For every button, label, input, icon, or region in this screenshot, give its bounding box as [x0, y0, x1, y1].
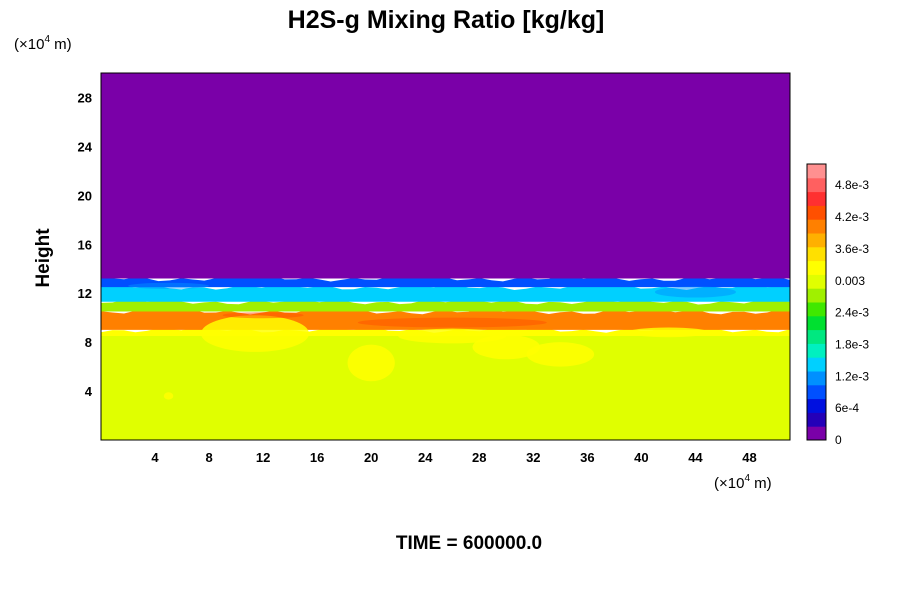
- x-axis-ticks: 4 8 12 16 20 24 28 32 36 40 44 48: [151, 450, 756, 465]
- heatmap-layer-3: [101, 298, 790, 312]
- heatmap-layer-4: [101, 284, 790, 302]
- heatmap-streak-0: [357, 317, 547, 328]
- colorbar-swatch: [807, 343, 826, 358]
- heatmap-patch-1: [347, 344, 395, 382]
- y-tick-label: 12: [78, 286, 92, 301]
- x-tick-label: 36: [580, 450, 594, 465]
- colorbar-tick-label: 0: [835, 433, 842, 447]
- colorbar-tick-label: 1.2e-3: [835, 369, 869, 383]
- heatmap-streak-3: [128, 282, 210, 289]
- y-tick-label: 24: [78, 139, 93, 154]
- heatmap-layer-0: [101, 336, 790, 440]
- colorbar-swatch: [807, 164, 826, 179]
- colorbar-swatch: [807, 288, 826, 303]
- colorbar-swatch: [807, 426, 826, 441]
- colorbar-swatch: [807, 246, 826, 262]
- colorbar-swatch: [807, 205, 826, 220]
- chart-title: H2S-g Mixing Ratio [kg/kg]: [288, 6, 605, 34]
- heatmap-layer-6: [101, 73, 790, 279]
- time-label: TIME = 600000.0: [396, 533, 542, 554]
- colorbar-tick-label: 6e-4: [835, 401, 859, 415]
- x-tick-label: 44: [688, 450, 703, 465]
- heatmap-streak-1: [222, 312, 304, 319]
- x-tick-label: 28: [472, 450, 486, 465]
- colorbar-swatch: [807, 233, 826, 248]
- colorbar-swatch: [807, 412, 826, 427]
- y-tick-label: 28: [78, 90, 92, 105]
- colorbar-swatch: [807, 329, 826, 344]
- y-tick-label: 20: [78, 188, 92, 203]
- y-tick-label: 4: [85, 384, 93, 399]
- colorbar-tick-label: 3.6e-3: [835, 242, 869, 256]
- colorbar-swatch: [807, 191, 826, 206]
- x-tick-label: 8: [205, 450, 212, 465]
- colorbar-tick-label: 0.003: [835, 274, 865, 288]
- heatmap-streak-2: [654, 286, 736, 298]
- y-axis-label: Height: [33, 228, 54, 288]
- x-tick-label: 4: [151, 450, 159, 465]
- colorbar-tick-label: 4.2e-3: [835, 210, 869, 224]
- colorbar: 0 6e-4 1.2e-3 1.8e-3 2.4e-3 0.003 3.6e-3 4.2e-3…: [806, 163, 869, 447]
- colorbar-swatch: [807, 371, 826, 386]
- x-axis-unit: (×104 m): [714, 473, 772, 492]
- x-tick-label: 24: [418, 450, 433, 465]
- colorbar-tick-label: 1.8e-3: [835, 337, 869, 351]
- y-axis-unit: (×104 m): [14, 34, 72, 53]
- colorbar-swatch: [807, 384, 826, 400]
- colorbar-tick-label: 2.4e-3: [835, 306, 869, 320]
- x-tick-label: 20: [364, 450, 378, 465]
- x-tick-label: 40: [634, 450, 648, 465]
- x-tick-label: 48: [742, 450, 756, 465]
- colorbar-swatch: [807, 357, 826, 372]
- colorbar-swatch: [807, 260, 826, 275]
- plot-frame: [100, 72, 791, 441]
- heatmap-patch-5: [163, 392, 174, 400]
- colorbar-tick-label: 4.8e-3: [835, 178, 869, 192]
- heatmap-patch-4: [398, 328, 507, 344]
- heatmap-patch-6: [627, 327, 709, 338]
- colorbar-swatch: [807, 274, 826, 289]
- y-tick-label: 8: [85, 335, 92, 350]
- x-tick-label: 12: [256, 450, 270, 465]
- colorbar-swatch: [807, 219, 826, 234]
- y-axis-ticks: 4 8 12 16 20 24 28: [78, 90, 93, 399]
- heatmap-patch-0: [200, 315, 310, 352]
- x-tick-label: 16: [310, 450, 324, 465]
- plot-area: [100, 72, 791, 441]
- colorbar-swatch: [807, 177, 826, 193]
- colorbar-swatch: [807, 315, 826, 331]
- colorbar-swatch: [807, 398, 826, 413]
- heatmap-patch-3: [526, 342, 595, 367]
- colorbar-frame: [806, 163, 827, 441]
- x-tick-label: 32: [526, 450, 540, 465]
- colorbar-swatch: [807, 302, 826, 317]
- y-tick-label: 16: [78, 237, 92, 252]
